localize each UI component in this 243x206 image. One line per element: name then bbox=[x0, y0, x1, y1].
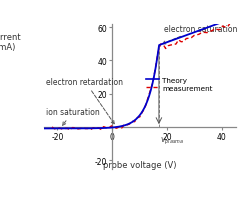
Y-axis label: current
(mA): current (mA) bbox=[0, 32, 21, 52]
Legend: Theory, measurement: Theory, measurement bbox=[143, 74, 216, 94]
Text: $V_{plasma}$: $V_{plasma}$ bbox=[160, 135, 184, 146]
X-axis label: probe voltage (V): probe voltage (V) bbox=[103, 161, 176, 170]
Text: ion saturation: ion saturation bbox=[46, 107, 100, 126]
Text: electron saturation: electron saturation bbox=[163, 24, 238, 45]
Text: electron retardation: electron retardation bbox=[46, 77, 123, 124]
